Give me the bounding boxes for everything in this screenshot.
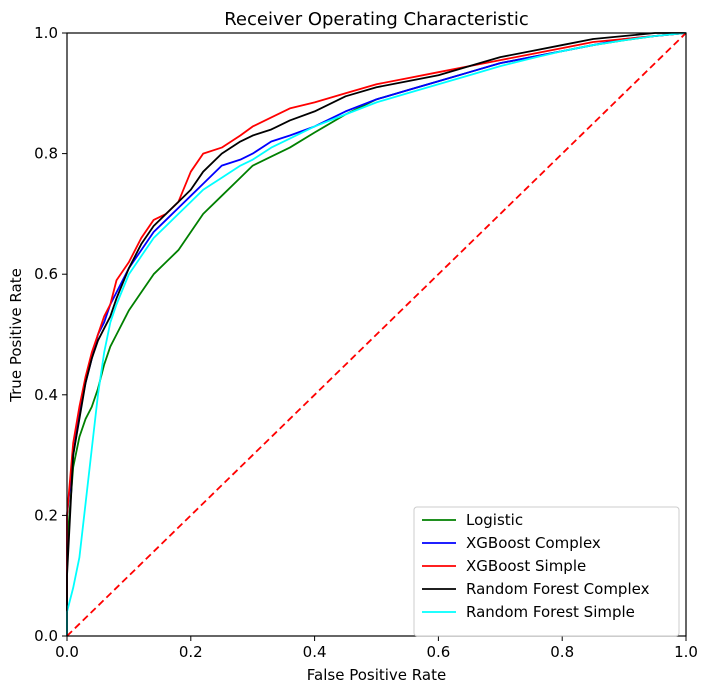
legend-label: XGBoost Simple bbox=[466, 557, 586, 575]
y-tick-label: 0.4 bbox=[34, 386, 58, 404]
legend-label: XGBoost Complex bbox=[466, 534, 601, 552]
plot-area: 0.0 0.2 0.4 0.6 0.8 1.0 0.0 0.2 0.4 0.6 0.8 1.0 bbox=[34, 24, 698, 661]
x-tick-label: 0.2 bbox=[179, 643, 203, 661]
y-tick-label: 0.0 bbox=[34, 627, 58, 645]
y-tick-label: 0.2 bbox=[34, 506, 58, 524]
series-line-xgboost-simple bbox=[66, 32, 687, 636]
y-tick-label: 0.6 bbox=[34, 265, 58, 283]
x-tick-label: 0.8 bbox=[550, 643, 574, 661]
x-tick-label: 0.6 bbox=[426, 643, 450, 661]
diagonal-reference-line bbox=[66, 32, 687, 637]
legend-label: Random Forest Complex bbox=[466, 580, 650, 598]
series-line-random-forest-simple bbox=[66, 32, 687, 636]
chart-title: Receiver Operating Characteristic bbox=[224, 9, 529, 30]
y-axis-label: True Positive Rate bbox=[7, 268, 25, 403]
y-tick-label: 1.0 bbox=[34, 24, 58, 42]
legend-label: Logistic bbox=[466, 511, 523, 529]
x-tick-label: 0.0 bbox=[55, 643, 79, 661]
legend-label: Random Forest Simple bbox=[466, 603, 635, 621]
x-tick-label: 0.4 bbox=[303, 643, 327, 661]
legend: Logistic XGBoost Complex XGBoost Simple Ran… bbox=[413, 506, 680, 637]
legend-box bbox=[413, 506, 680, 637]
plot-frame bbox=[66, 32, 687, 637]
x-axis-label: False Positive Rate bbox=[307, 666, 446, 684]
x-tick-label: 1.0 bbox=[674, 643, 698, 661]
series-line-random-forest-complex bbox=[66, 32, 686, 636]
y-tick-label: 0.8 bbox=[34, 145, 58, 163]
